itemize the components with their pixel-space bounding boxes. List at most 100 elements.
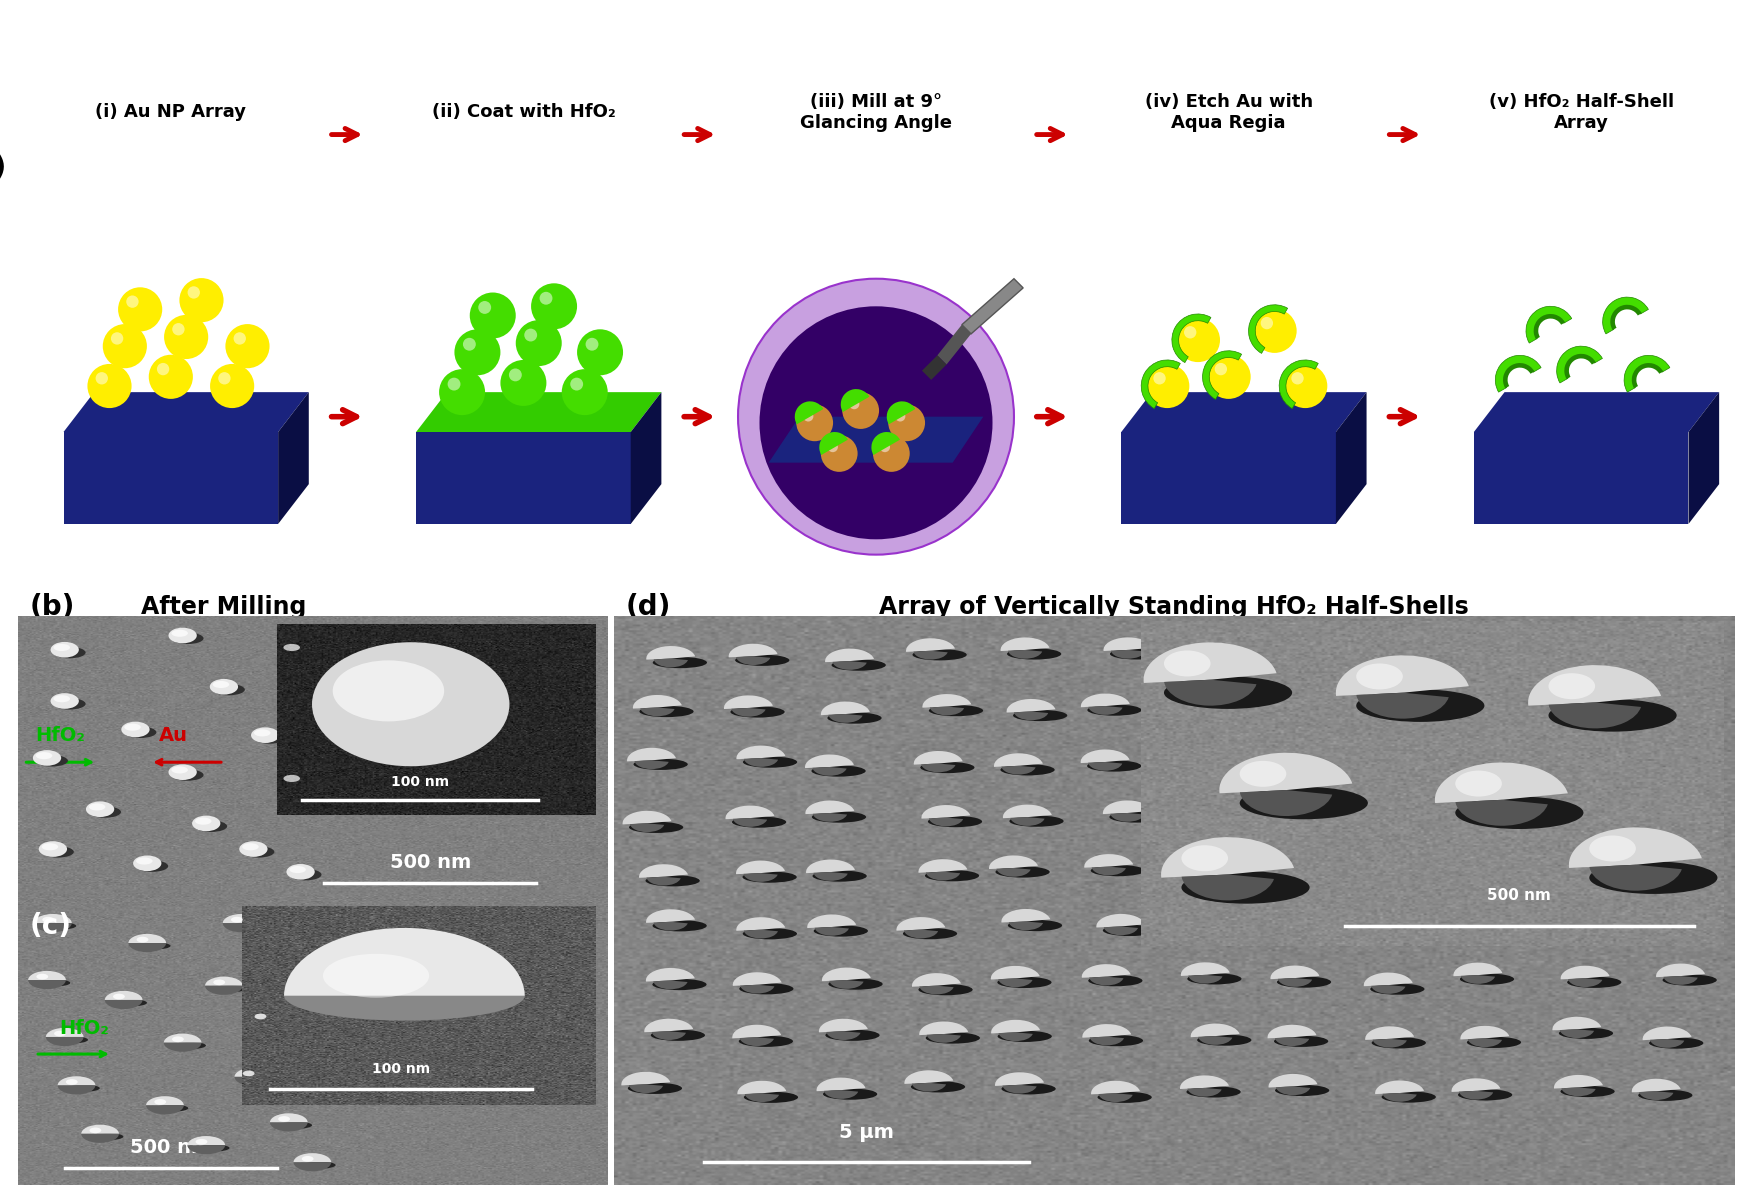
Wedge shape — [1088, 762, 1123, 771]
Ellipse shape — [920, 761, 974, 773]
Wedge shape — [743, 873, 778, 882]
Ellipse shape — [242, 843, 259, 850]
Ellipse shape — [215, 985, 247, 992]
Wedge shape — [205, 977, 244, 985]
Wedge shape — [629, 1084, 662, 1093]
Wedge shape — [816, 1077, 865, 1092]
Text: (ii) Coat with HfO₂: (ii) Coat with HfO₂ — [431, 103, 615, 121]
Wedge shape — [1249, 305, 1288, 353]
Ellipse shape — [173, 1041, 207, 1049]
Wedge shape — [646, 876, 682, 886]
Wedge shape — [738, 1081, 787, 1094]
Ellipse shape — [39, 979, 70, 986]
Wedge shape — [822, 701, 869, 715]
Circle shape — [515, 320, 562, 366]
Ellipse shape — [42, 843, 58, 850]
Ellipse shape — [56, 1037, 88, 1044]
Ellipse shape — [137, 857, 152, 864]
Ellipse shape — [652, 920, 706, 931]
Ellipse shape — [1649, 1038, 1703, 1049]
Wedge shape — [1565, 354, 1596, 379]
Ellipse shape — [825, 1029, 880, 1041]
Circle shape — [279, 1116, 291, 1122]
Ellipse shape — [811, 765, 865, 777]
Wedge shape — [925, 871, 960, 881]
Wedge shape — [1610, 305, 1642, 330]
Wedge shape — [736, 656, 771, 666]
Polygon shape — [922, 356, 946, 379]
Wedge shape — [622, 810, 671, 825]
Circle shape — [1253, 309, 1296, 353]
Wedge shape — [1275, 1087, 1310, 1095]
Wedge shape — [1365, 1026, 1414, 1040]
Polygon shape — [417, 393, 662, 432]
Wedge shape — [804, 754, 853, 768]
Polygon shape — [63, 432, 279, 524]
Circle shape — [820, 435, 857, 472]
Wedge shape — [732, 1025, 781, 1038]
Wedge shape — [1181, 1075, 1228, 1089]
Wedge shape — [827, 1032, 860, 1040]
Ellipse shape — [196, 1144, 230, 1152]
Ellipse shape — [743, 928, 797, 940]
Ellipse shape — [1088, 976, 1142, 986]
Wedge shape — [1002, 909, 1049, 923]
Wedge shape — [1002, 1084, 1037, 1094]
Wedge shape — [806, 801, 855, 814]
Ellipse shape — [33, 751, 61, 766]
Circle shape — [88, 364, 131, 408]
Wedge shape — [1554, 1075, 1603, 1088]
Wedge shape — [913, 651, 948, 660]
Circle shape — [187, 286, 200, 298]
Ellipse shape — [289, 869, 322, 880]
Circle shape — [470, 292, 515, 339]
Wedge shape — [806, 859, 855, 873]
Ellipse shape — [650, 1029, 704, 1041]
Wedge shape — [920, 1021, 969, 1035]
Wedge shape — [247, 1020, 284, 1029]
Text: (a): (a) — [0, 154, 7, 182]
Circle shape — [760, 306, 992, 540]
Wedge shape — [1568, 978, 1603, 988]
Circle shape — [214, 979, 224, 985]
Wedge shape — [1104, 637, 1153, 651]
Circle shape — [827, 442, 837, 452]
Ellipse shape — [1274, 1035, 1328, 1047]
Polygon shape — [1689, 393, 1719, 524]
Wedge shape — [992, 966, 1039, 979]
Wedge shape — [28, 980, 67, 989]
Ellipse shape — [53, 698, 86, 710]
Wedge shape — [28, 971, 67, 980]
Wedge shape — [1277, 978, 1312, 986]
Wedge shape — [627, 748, 676, 761]
Wedge shape — [1526, 306, 1572, 344]
Wedge shape — [645, 1019, 694, 1032]
Ellipse shape — [289, 865, 307, 873]
Wedge shape — [1268, 1074, 1318, 1088]
Ellipse shape — [1277, 977, 1332, 988]
Wedge shape — [632, 695, 682, 709]
Circle shape — [301, 1156, 314, 1161]
Wedge shape — [1009, 922, 1042, 930]
Text: Au: Au — [159, 727, 187, 745]
Wedge shape — [729, 644, 778, 657]
Circle shape — [585, 338, 599, 351]
Polygon shape — [1121, 393, 1367, 432]
Wedge shape — [897, 917, 946, 931]
Wedge shape — [81, 1134, 119, 1143]
Wedge shape — [808, 915, 857, 928]
Ellipse shape — [813, 925, 867, 936]
Text: After Milling: After Milling — [142, 595, 307, 619]
Wedge shape — [1363, 973, 1412, 986]
Ellipse shape — [1013, 710, 1067, 721]
Ellipse shape — [911, 1081, 965, 1093]
Ellipse shape — [902, 928, 957, 940]
Ellipse shape — [1188, 973, 1242, 984]
Wedge shape — [1097, 915, 1146, 928]
Wedge shape — [732, 972, 781, 986]
Wedge shape — [913, 973, 960, 986]
Wedge shape — [732, 818, 767, 827]
Circle shape — [463, 338, 477, 351]
Ellipse shape — [124, 724, 140, 730]
Wedge shape — [1267, 1025, 1316, 1038]
